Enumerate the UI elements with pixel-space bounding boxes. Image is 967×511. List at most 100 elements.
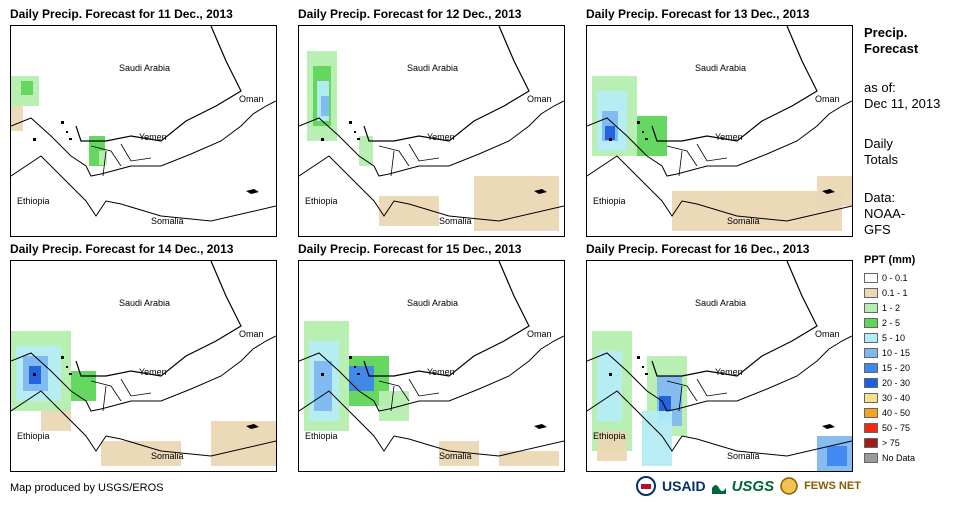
legend-label: 40 - 50: [882, 407, 911, 418]
label-ethiopia: Ethiopia: [17, 196, 50, 206]
panel-title: Daily Precip. Forecast for 16 Dec., 2013: [586, 242, 810, 256]
agency-logos: USAID USGS FEWS NET: [636, 476, 861, 496]
legend-swatch: [864, 362, 878, 373]
legend-swatch: [864, 302, 878, 313]
legend-item: 5 - 10: [864, 330, 915, 345]
label-somalia: Somalia: [727, 451, 760, 461]
precip-area: [11, 106, 23, 131]
border: [378, 143, 440, 177]
sidebar-title: Precip. Forecast: [864, 25, 918, 57]
precip-area: [637, 116, 667, 156]
label-ethiopia: Ethiopia: [593, 196, 626, 206]
legend-label: 15 - 20: [882, 362, 911, 373]
panel-title: Daily Precip. Forecast for 14 Dec., 2013: [10, 242, 234, 256]
legend-swatch: [864, 272, 878, 283]
legend-label: 0 - 0.1: [882, 272, 908, 283]
precip-area: [321, 96, 329, 116]
as-of-date: as of: Dec 11, 2013: [864, 80, 940, 112]
label-ethiopia: Ethiopia: [305, 431, 338, 441]
label-saudi-arabia: Saudi Arabia: [119, 63, 171, 73]
legend-label: 5 - 10: [882, 332, 906, 343]
map-canvas: [11, 26, 276, 222]
fewsnet-globe-icon: [780, 477, 798, 495]
label-somalia: Somalia: [151, 216, 184, 226]
map-canvas: [587, 261, 852, 471]
coastline: [11, 155, 276, 222]
precip-area: [672, 191, 842, 231]
legend-label: No Data: [882, 452, 916, 463]
coastline: [11, 100, 276, 177]
label-oman: Oman: [239, 329, 264, 339]
coastline: [11, 335, 276, 412]
label-oman: Oman: [239, 94, 264, 104]
legend-item: 0.1 - 1: [864, 285, 915, 300]
as-of-label: as of:: [864, 80, 896, 95]
legend-swatch: [864, 422, 878, 433]
label-somalia: Somalia: [439, 451, 472, 461]
label-oman: Oman: [527, 329, 552, 339]
legend-item: 10 - 15: [864, 345, 915, 360]
usgs-wave-icon: [711, 485, 726, 494]
precip-area: [605, 126, 615, 140]
label-yemen: Yemen: [139, 367, 167, 377]
label-yemen: Yemen: [427, 367, 455, 377]
coastline: [587, 335, 852, 412]
border: [363, 26, 530, 142]
legend-item: 2 - 5: [864, 315, 915, 330]
legend-label: 0.1 - 1: [882, 287, 908, 298]
legend-item: No Data: [864, 450, 915, 465]
panel-map: Saudi Arabia Oman Yemen Ethiopia Somalia: [586, 25, 853, 237]
data-line1: Data:: [864, 190, 896, 205]
legend-swatch: [864, 452, 878, 463]
daily-line2: Totals: [864, 152, 898, 167]
fewsnet-logo: FEWS NET: [804, 480, 861, 492]
legend-label: 20 - 30: [882, 377, 911, 388]
label-yemen: Yemen: [427, 132, 455, 142]
data-line2: NOAA-: [864, 206, 906, 221]
map-canvas: [587, 26, 852, 231]
coastline: [299, 390, 564, 457]
legend-swatch: [864, 437, 878, 448]
legend-item: 30 - 40: [864, 390, 915, 405]
precip-area: [827, 446, 847, 466]
border: [90, 143, 152, 177]
legend-item: 1 - 2: [864, 300, 915, 315]
daily-totals-note: Daily Totals: [864, 136, 898, 168]
as-of-value: Dec 11, 2013: [864, 96, 941, 111]
border: [666, 378, 728, 412]
label-saudi-arabia: Saudi Arabia: [119, 298, 171, 308]
border: [651, 26, 818, 142]
panel-map: Saudi Arabia Oman Yemen Ethiopia Somalia: [586, 260, 853, 472]
label-saudi-arabia: Saudi Arabia: [407, 63, 459, 73]
usaid-seal-icon: [636, 476, 656, 496]
panel-map: Saudi Arabia Oman Yemen Ethiopia Somalia: [10, 260, 277, 472]
map-canvas: [299, 26, 564, 231]
label-yemen: Yemen: [715, 367, 743, 377]
border: [378, 378, 440, 412]
label-ethiopia: Ethiopia: [305, 196, 338, 206]
panel-title: Daily Precip. Forecast for 15 Dec., 2013: [298, 242, 522, 256]
usgs-logo: USGS: [731, 477, 775, 495]
panel-title: Daily Precip. Forecast for 11 Dec., 2013: [10, 7, 233, 21]
panel-title: Daily Precip. Forecast for 13 Dec., 2013: [586, 7, 810, 21]
label-yemen: Yemen: [715, 132, 743, 142]
legend-item: 15 - 20: [864, 360, 915, 375]
legend-label: 1 - 2: [882, 302, 901, 313]
panel-map: Saudi Arabia Oman Yemen Ethiopia Somalia: [298, 260, 565, 472]
border: [651, 261, 818, 377]
legend-swatch: [864, 407, 878, 418]
legend-swatch: [864, 377, 878, 388]
legend-title: PPT (mm): [864, 254, 916, 266]
legend-label: > 75: [882, 437, 900, 448]
border: [666, 143, 728, 177]
precip-area: [314, 361, 332, 411]
label-oman: Oman: [815, 329, 840, 339]
border: [363, 261, 530, 377]
precip-area: [597, 351, 622, 421]
sidebar-title-line1: Precip.: [864, 25, 908, 40]
label-somalia: Somalia: [439, 216, 472, 226]
legend-item: 20 - 30: [864, 375, 915, 390]
precip-area: [499, 451, 559, 466]
precip-area: [642, 411, 672, 466]
coastline: [11, 390, 276, 457]
